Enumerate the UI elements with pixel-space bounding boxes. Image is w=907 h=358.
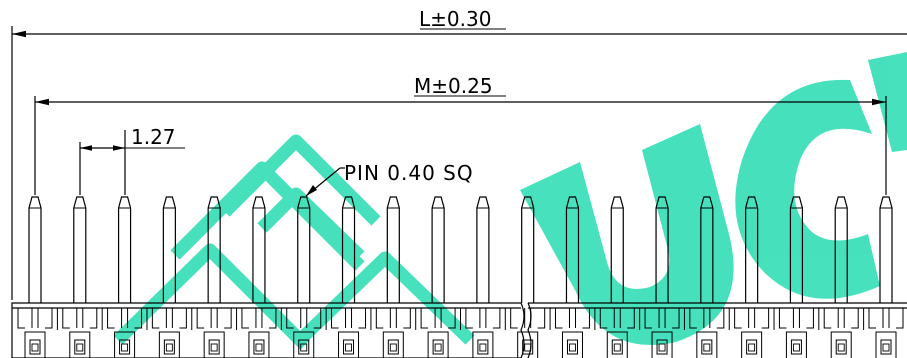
connector-body	[11, 302, 907, 358]
pin	[151, 196, 187, 358]
pin	[778, 196, 814, 358]
pin	[868, 196, 904, 358]
pin	[554, 196, 590, 358]
pin	[62, 196, 98, 358]
dimension-l-label: L±0.30	[419, 7, 491, 31]
pin	[510, 196, 546, 358]
dimension-l: L±0.30	[11, 7, 907, 300]
pin	[644, 196, 680, 358]
pin	[689, 196, 725, 358]
dimension-pitch-label: 1.27	[131, 125, 176, 149]
pin-callout: PIN 0.40 SQ	[305, 161, 474, 197]
watermark-logo	[113, 52, 907, 350]
pin	[331, 196, 367, 358]
pin	[465, 196, 501, 358]
pin	[196, 196, 232, 358]
pin	[420, 196, 456, 358]
pin	[375, 196, 411, 358]
pin	[241, 196, 277, 358]
pins	[17, 196, 904, 358]
dimension-m-label: M±0.25	[414, 74, 493, 98]
dimension-pitch: 1.27	[79, 125, 185, 195]
dimension-m: M±0.25	[34, 74, 887, 195]
pin	[599, 196, 635, 358]
pin	[286, 196, 322, 358]
pin	[107, 196, 143, 358]
pin	[734, 196, 770, 358]
pin-callout-label: PIN 0.40 SQ	[344, 161, 474, 185]
pin	[823, 196, 859, 358]
pin	[17, 196, 53, 358]
